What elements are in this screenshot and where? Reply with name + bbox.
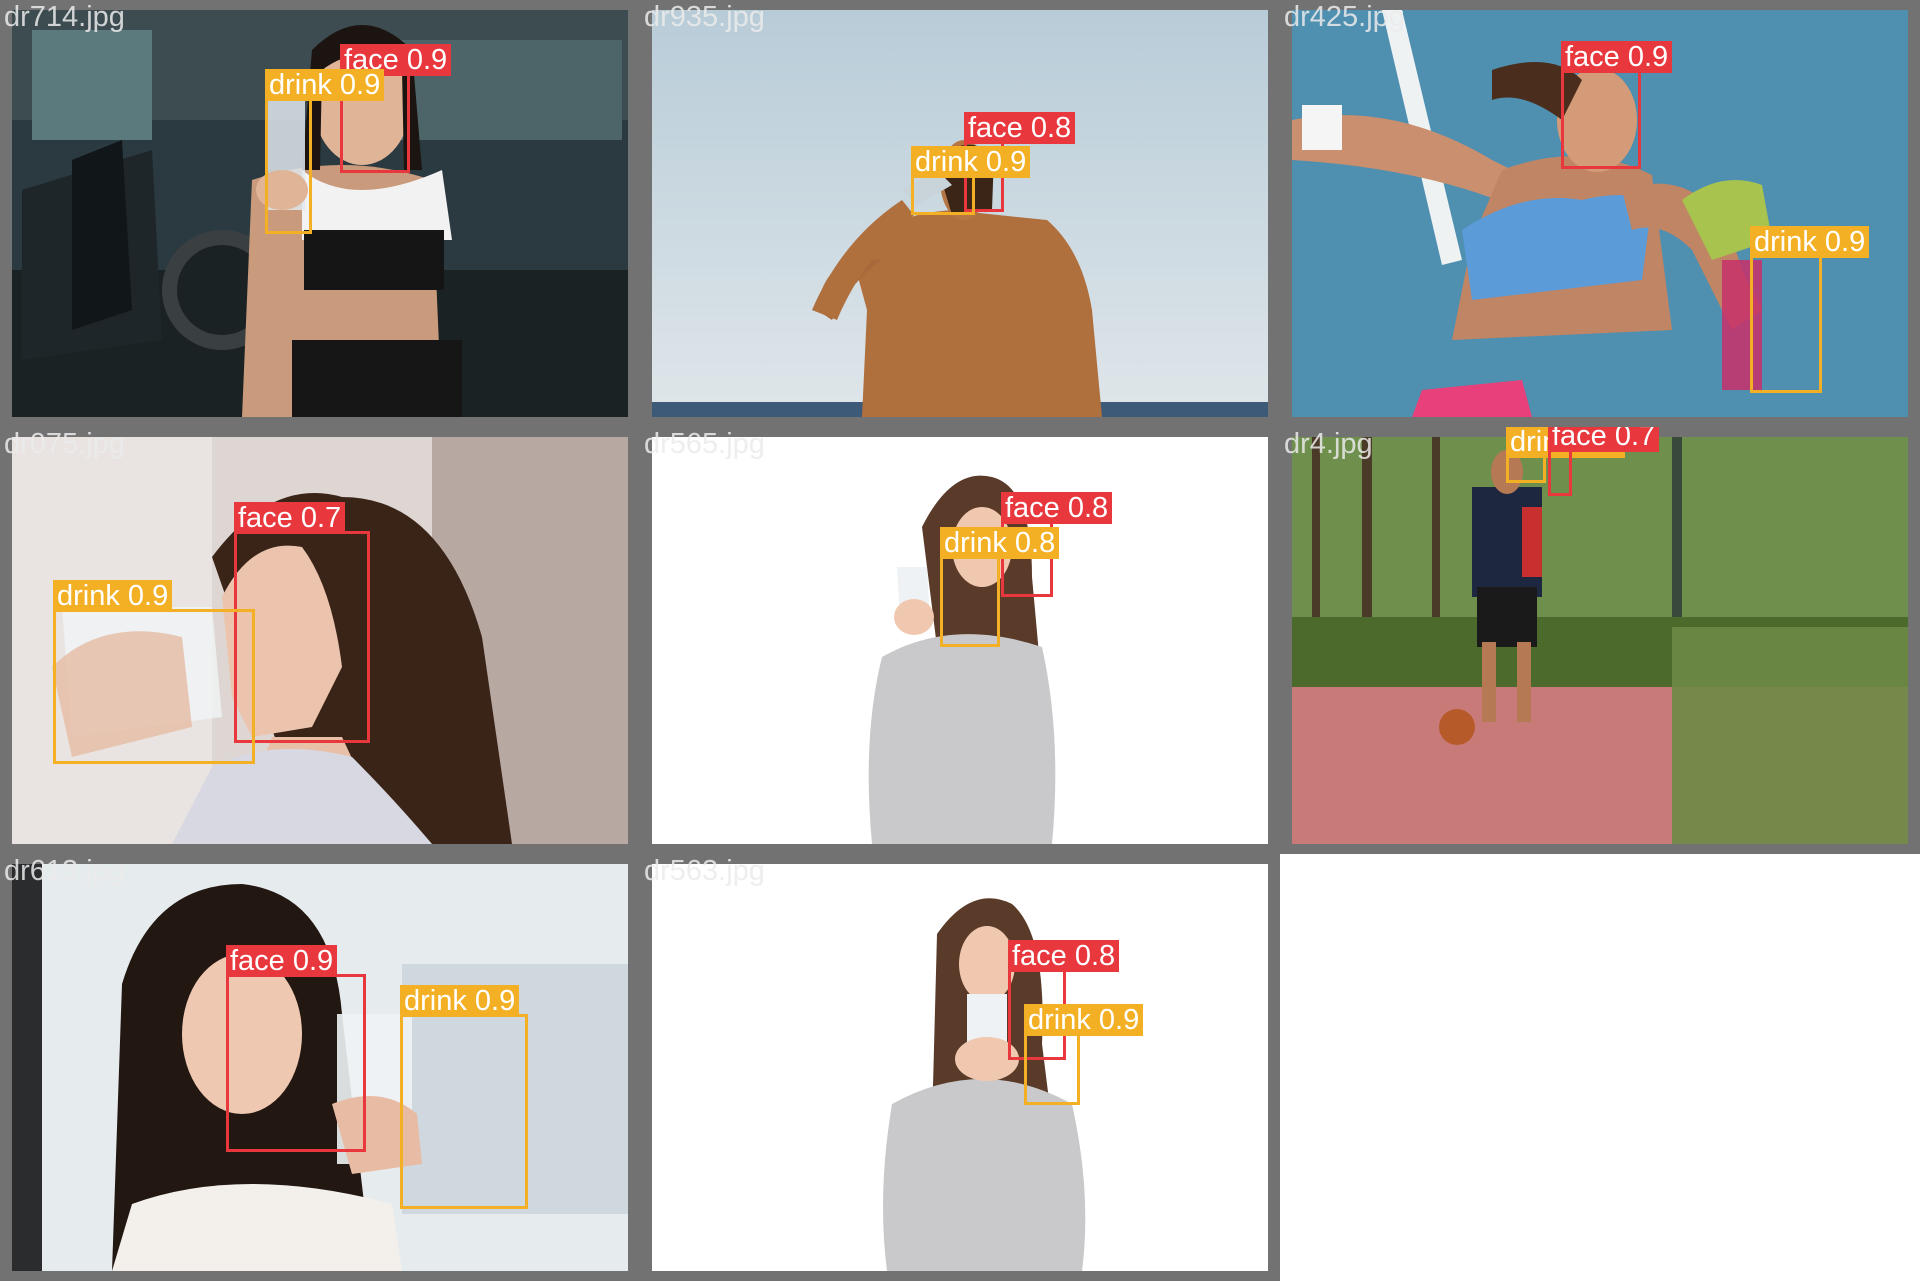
drink-label: drink 0.8 [940, 527, 1060, 559]
drink-box: drink 0.8 [1506, 427, 1626, 483]
face-box: face 0.8 [1001, 492, 1113, 597]
filename: dr563.jpg [644, 855, 765, 887]
drink-box: drink 0.8 [940, 527, 1060, 647]
image-tile: drink 0.8 face 0.7 dr4.jpg [1280, 427, 1920, 854]
face-box: face 0.9 [226, 945, 366, 1152]
photo [1292, 437, 1908, 844]
face-label: face 0.7 [234, 502, 346, 534]
face-box: face 0.9 [1561, 41, 1673, 169]
drink-box: drink 0.9 [1024, 1004, 1144, 1105]
filename: dr935.jpg [644, 1, 765, 33]
drink-label: drink 0.9 [1024, 1004, 1144, 1036]
photo [12, 864, 628, 1271]
image-tile: face 0.8 drink 0.9 dr935.jpg [640, 0, 1280, 427]
filename: dr613.jpg [4, 855, 125, 887]
photo [652, 437, 1268, 844]
drink-box: drink 0.9 [1750, 226, 1870, 393]
face-label: face 0.8 [964, 112, 1076, 144]
drink-box: drink 0.9 [265, 69, 385, 234]
face-box: face 0.8 [1008, 940, 1120, 1060]
drink-box: drink 0.9 [911, 146, 1031, 215]
face-box: face 0.7 [1548, 427, 1660, 496]
image-tile: face 0.9 drink 0.9 dr613.jpg [0, 854, 640, 1281]
face-label: face 0.8 [1008, 940, 1120, 972]
image-tile: face 0.7 drink 0.9 dr075.jpg [0, 427, 640, 854]
filename: dr714.jpg [4, 1, 125, 33]
face-label: face 0.7 [1548, 427, 1660, 452]
face-label: face 0.9 [1561, 41, 1673, 73]
drink-box: drink 0.9 [53, 580, 255, 764]
face-label: face 0.8 [1001, 492, 1113, 524]
filename: dr075.jpg [4, 428, 125, 460]
drink-label: drink 0.9 [265, 69, 385, 101]
drink-label: drink 0.9 [400, 985, 520, 1017]
image-tile: face 0.8 drink 0.9 dr563.jpg [640, 854, 1280, 1281]
filename: dr565.jpg [644, 428, 765, 460]
drink-box: drink 0.9 [400, 985, 528, 1209]
image-tile: face 0.9 drink 0.9 dr714.jpg [0, 0, 640, 427]
drink-label: drink 0.9 [53, 580, 173, 612]
image-tile: face 0.8 drink 0.8 dr565.jpg [640, 427, 1280, 854]
drink-label: drink 0.9 [1750, 226, 1870, 258]
face-box: face 0.7 [234, 502, 370, 743]
filename: dr425.jpg [1284, 1, 1405, 33]
photo [652, 864, 1268, 1271]
face-label: face 0.9 [226, 945, 338, 977]
image-tile: face 0.9 drink 0.9 dr425.jpg [1280, 0, 1920, 427]
filename: dr4.jpg [1284, 428, 1373, 460]
photo [1292, 10, 1908, 417]
drink-label: drink 0.9 [911, 146, 1031, 178]
face-box: face 0.8 [964, 112, 1076, 212]
